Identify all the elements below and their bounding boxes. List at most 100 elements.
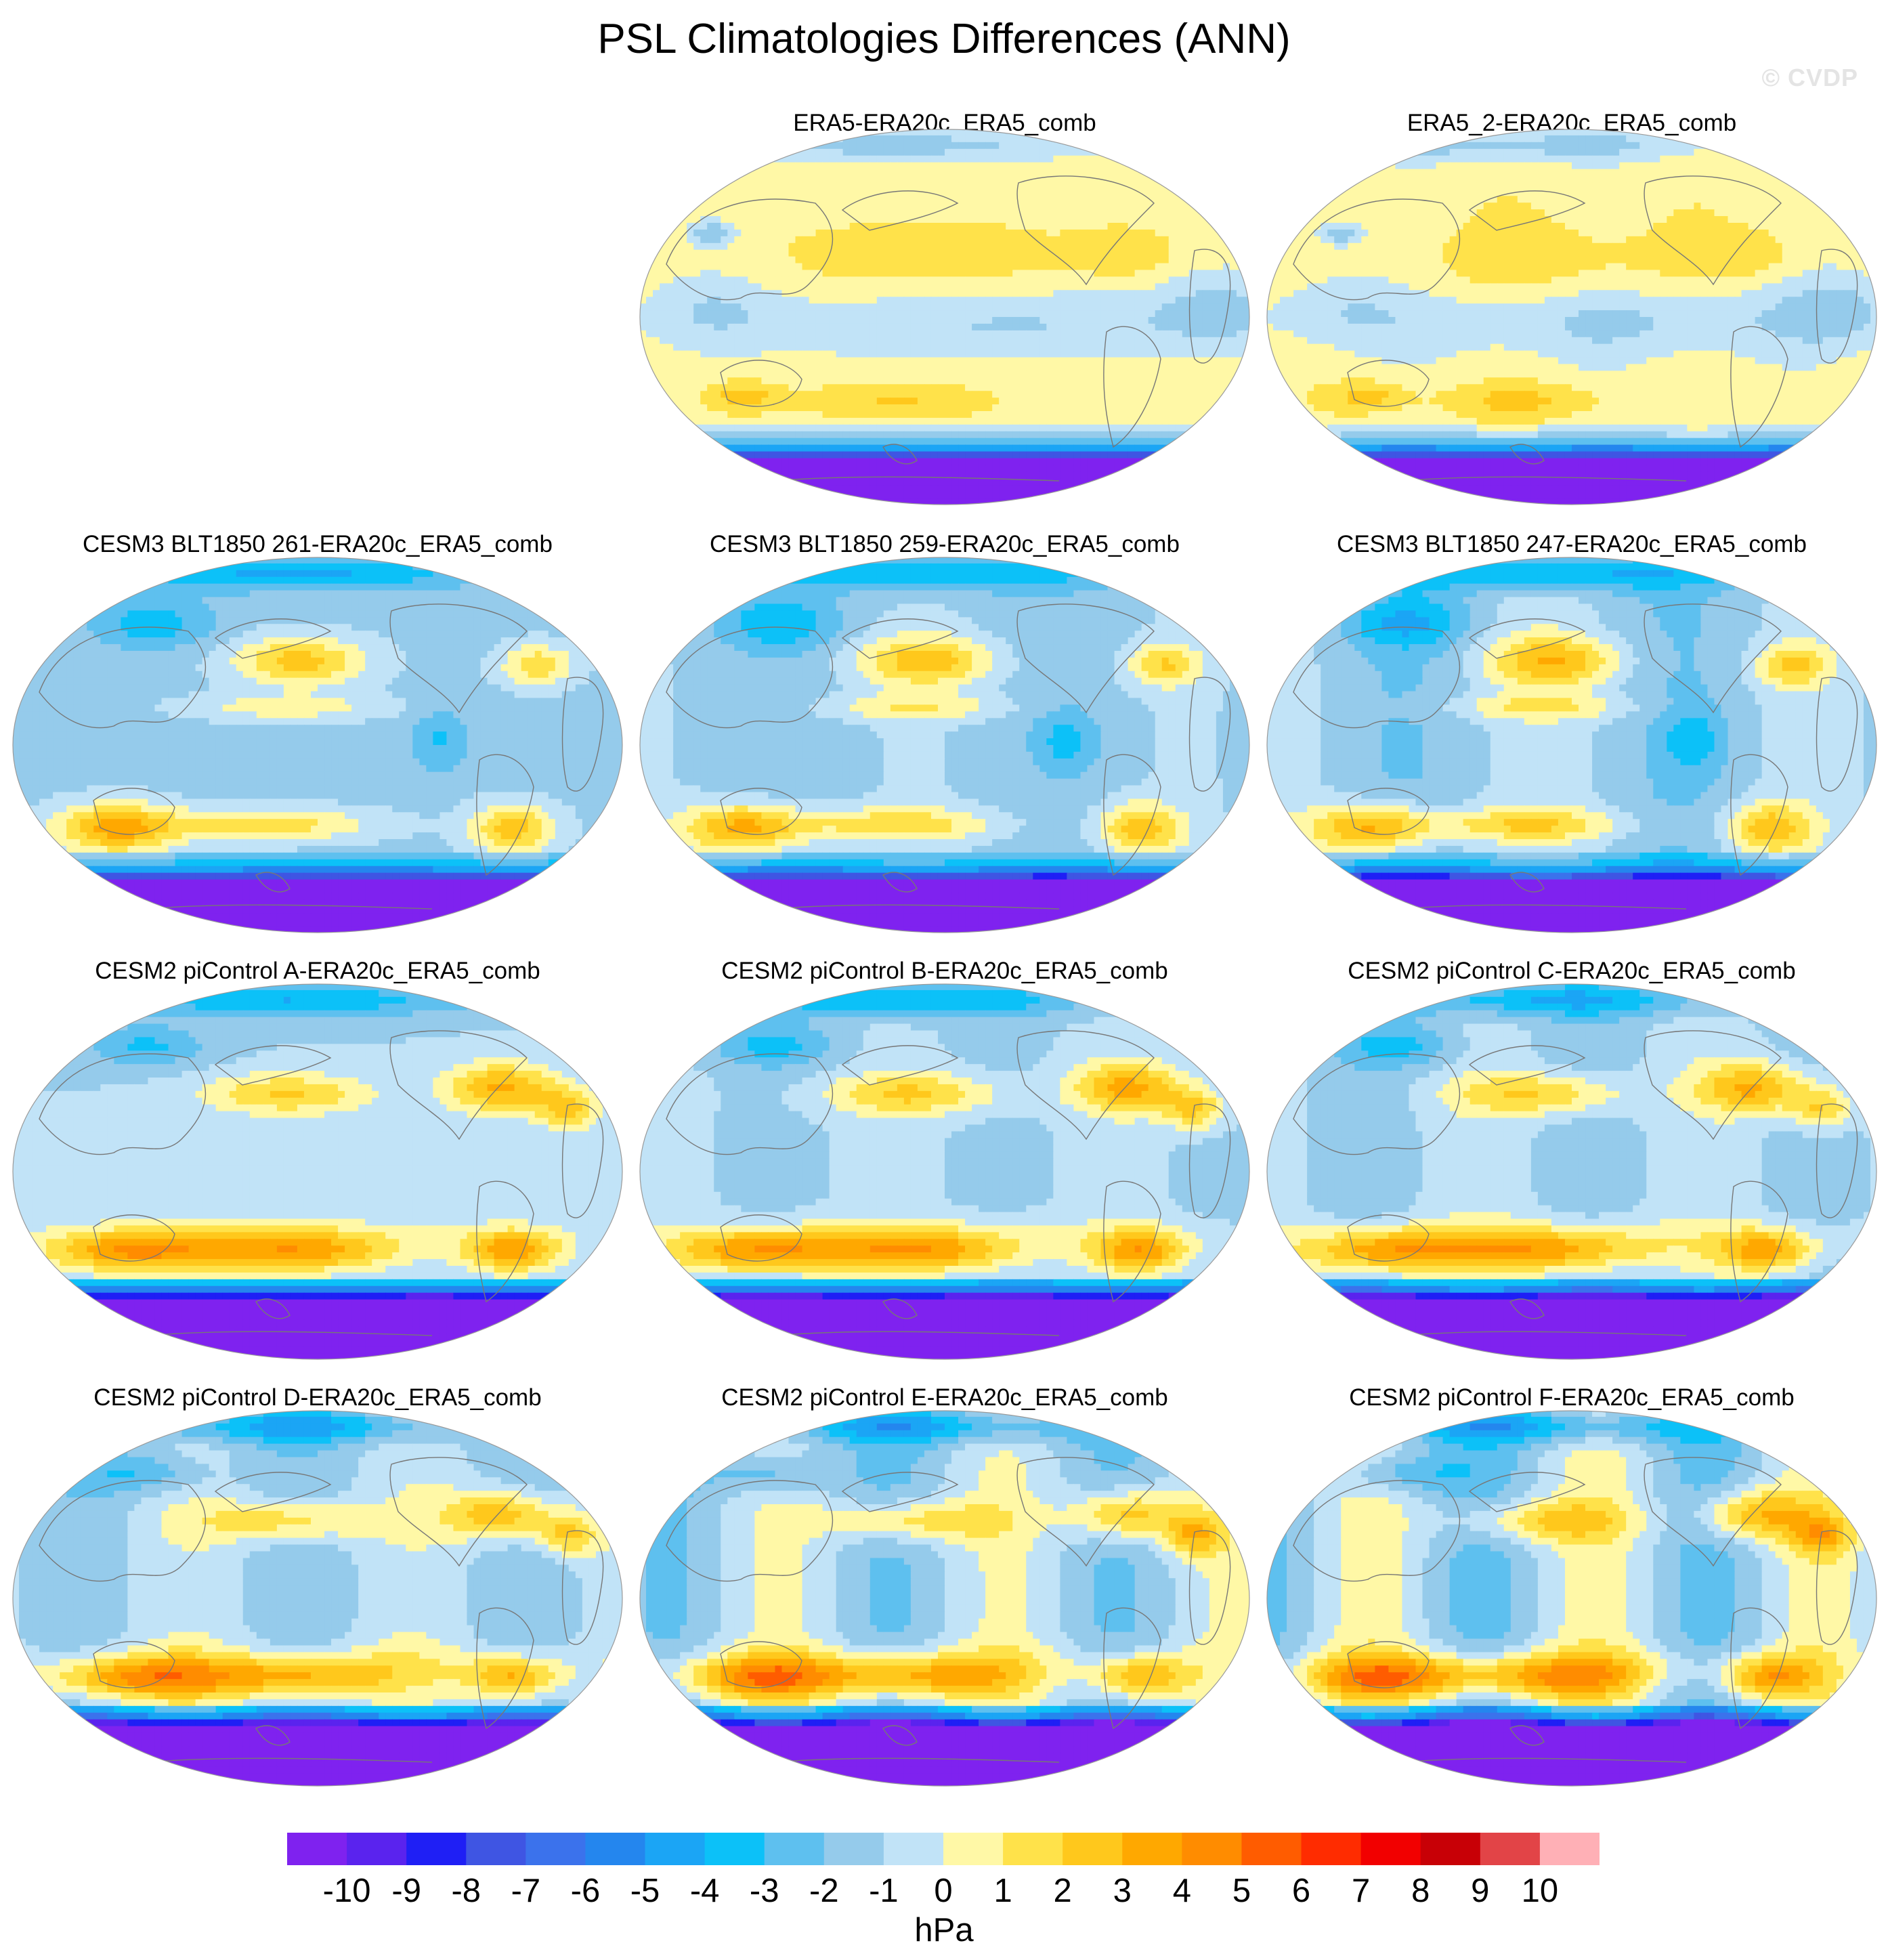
field-cell (910, 256, 918, 264)
field-cell (958, 283, 966, 291)
field-cell (863, 337, 871, 345)
field-cell (640, 465, 647, 472)
field-cell (870, 357, 878, 365)
field-cell (979, 438, 986, 446)
field-cell (1209, 142, 1217, 150)
field-cell (1188, 451, 1197, 459)
field-cell (1073, 317, 1081, 324)
field-cell (660, 458, 667, 466)
field-cell (1216, 317, 1224, 324)
field-cell (897, 142, 905, 150)
field-cell (1148, 417, 1156, 425)
field-cell (876, 303, 884, 311)
field-cell (910, 283, 918, 291)
field-cell (1134, 155, 1142, 163)
field-cell (1107, 492, 1115, 499)
field-cell (1006, 175, 1013, 184)
field-cell (1155, 485, 1163, 492)
field-cell (653, 343, 660, 351)
field-cell (809, 249, 817, 257)
field-cell (930, 175, 939, 184)
field-cell (822, 203, 830, 210)
field-cell (1175, 270, 1183, 278)
field-cell (1128, 357, 1136, 365)
field-cell (1080, 398, 1088, 405)
field-cell (748, 337, 755, 345)
field-cell (700, 391, 708, 398)
field-cell (1128, 283, 1136, 291)
field-cell (1026, 203, 1033, 210)
field-cell (1019, 478, 1027, 486)
field-cell (1100, 458, 1109, 466)
field-cell (836, 398, 844, 405)
field-cell (727, 216, 735, 223)
field-cell (945, 391, 952, 398)
field-cell (1168, 391, 1176, 398)
field-cell (1141, 182, 1149, 190)
field-cell (937, 189, 945, 196)
field-cell (1080, 236, 1088, 244)
field-cell (951, 317, 959, 324)
field-cell (856, 249, 864, 257)
field-cell (795, 276, 803, 284)
field-cell (1107, 310, 1115, 318)
field-cell (1188, 364, 1197, 372)
field-cell (999, 203, 1006, 210)
field-cell (761, 142, 769, 150)
field-cell (1087, 323, 1095, 331)
field-cell (1060, 323, 1067, 331)
field-cell (910, 391, 918, 398)
field-cell (1121, 283, 1129, 291)
field-cell (1182, 162, 1190, 170)
field-cell (1161, 175, 1170, 184)
field-cell (897, 283, 905, 291)
field-cell (680, 229, 687, 237)
field-cell (1067, 283, 1075, 291)
field-cell (1128, 350, 1136, 358)
field-cell (1236, 189, 1244, 196)
field-cell (1128, 189, 1136, 196)
field-cell (680, 155, 687, 163)
field-cell (958, 229, 966, 237)
field-cell (775, 135, 783, 143)
field-cell (897, 485, 905, 492)
field-cell (1229, 223, 1237, 230)
field-cell (836, 411, 844, 419)
field-cell (979, 357, 986, 365)
field-cell (1175, 303, 1183, 311)
field-cell (917, 249, 925, 257)
field-cell (1188, 270, 1197, 278)
field-cell (1175, 263, 1183, 271)
field-cell (1080, 465, 1088, 472)
field-cell (930, 411, 939, 419)
field-cell (836, 249, 844, 257)
field-cell (836, 270, 844, 278)
field-cell (727, 310, 735, 318)
field-cell (1019, 458, 1027, 466)
field-cell (1033, 135, 1040, 143)
field-cell (1094, 451, 1102, 459)
field-cell (842, 310, 851, 318)
field-cell (1188, 350, 1197, 358)
field-cell (673, 290, 681, 297)
field-cell (1209, 391, 1217, 398)
field-cell (836, 142, 844, 150)
field-cell (666, 236, 674, 244)
field-cell (680, 310, 687, 318)
field-cell (1188, 135, 1197, 143)
field-cell (815, 438, 823, 446)
field-cell (646, 417, 653, 425)
field-cell (646, 182, 653, 190)
field-cell (1229, 398, 1237, 405)
field-cell (1019, 431, 1027, 439)
field-cell (734, 189, 742, 196)
field-cell (842, 377, 851, 385)
field-cell (640, 249, 647, 257)
field-cell (870, 458, 878, 466)
field-cell (1114, 263, 1122, 271)
field-cell (1182, 297, 1190, 304)
field-cell (945, 162, 952, 170)
field-cell (1188, 283, 1197, 291)
field-cell (795, 256, 803, 264)
field-cell (937, 256, 945, 264)
